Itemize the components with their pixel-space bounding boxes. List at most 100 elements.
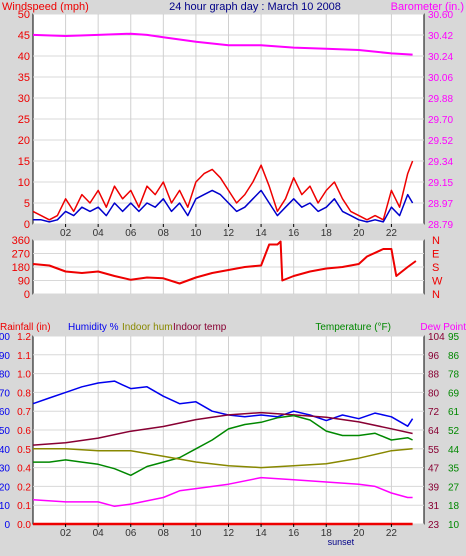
temp-tick-0: 10: [448, 520, 460, 531]
indoor-temp-tick-4: 55: [428, 445, 440, 456]
rain-tick-4: 0.5: [17, 445, 31, 456]
indoor-temp-tick-8: 88: [428, 370, 440, 381]
wind-xaxis-label-9: 20: [353, 228, 365, 239]
series-barometer: [32, 32, 413, 56]
wind-xaxis-label-2: 06: [125, 228, 137, 239]
compass-tick-1: W: [432, 276, 443, 288]
humidity-tick-3: 30: [0, 464, 10, 475]
rain-tick-5: 0.6: [17, 426, 31, 437]
humidity-tick-6: 60: [0, 407, 10, 418]
temp-xaxis-label-6: 14: [256, 528, 268, 539]
temp-tick-6: 61: [448, 407, 460, 418]
series-direction: [32, 240, 417, 285]
temp-tick-7: 69: [448, 388, 460, 399]
temp-tick-8: 78: [448, 370, 460, 381]
baro-tick-0: 28.79: [428, 220, 453, 231]
compass-tick-2: S: [432, 262, 439, 274]
baro-tick-3: 29.34: [428, 157, 453, 168]
baro-tick-1: 28.97: [428, 199, 453, 210]
humidity-tick-5: 50: [0, 426, 10, 437]
humidity-tick-2: 20: [0, 482, 10, 493]
legend-indoor-temp: Indoor temp: [173, 322, 227, 333]
wind-xaxis-label-0: 02: [60, 228, 72, 239]
temp-xaxis-label-4: 10: [190, 528, 202, 539]
wind-xaxis-label-3: 08: [158, 228, 170, 239]
indoor-temp-tick-1: 31: [428, 501, 440, 512]
indoor-temp-tick-10: 104: [428, 332, 445, 343]
baro-tick-10: 30.60: [428, 10, 453, 21]
temp-tick-4: 44: [448, 445, 460, 456]
wind-tick-0: 0: [24, 219, 30, 231]
temp-xaxis-label-7: 16: [288, 528, 300, 539]
rain-tick-7: 0.8: [17, 388, 31, 399]
windspeed-axis-title: Windspeed (mph): [2, 1, 89, 13]
wind-tick-3: 15: [18, 156, 30, 168]
wind-tick-7: 35: [18, 72, 30, 84]
wind-tick-9: 45: [18, 30, 30, 42]
wind-tick-5: 25: [18, 114, 30, 126]
temp-xaxis-sunset-label: sunset: [328, 537, 355, 547]
series-dew_point: [32, 476, 413, 508]
compass-tick-4: N: [432, 235, 440, 247]
baro-tick-7: 30.06: [428, 73, 453, 84]
compass-tick-3: E: [432, 249, 439, 261]
temp-xaxis-label-3: 08: [158, 528, 170, 539]
direction-tick-3: 270: [12, 249, 30, 261]
temp-xaxis-label-1: 04: [93, 528, 105, 539]
legend-humidity: Humidity %: [68, 322, 119, 333]
wind-xaxis-label-1: 04: [93, 228, 105, 239]
humidity-tick-9: 90: [0, 351, 10, 362]
series-wind_gust: [32, 160, 414, 221]
rain-tick-6: 0.7: [17, 407, 31, 418]
legend-indoor-humidity: Indoor hum: [122, 322, 173, 333]
temp-xaxis-label-0: 02: [60, 528, 72, 539]
direction-tick-2: 180: [12, 262, 30, 274]
series-indoor_humidity: [33, 448, 413, 469]
temp-tick-10: 95: [448, 332, 460, 343]
rain-tick-2: 0.2: [17, 482, 31, 493]
temp-xaxis-label-8: 18: [321, 528, 333, 539]
series-temperature: [33, 414, 413, 477]
wind-tick-6: 30: [18, 93, 30, 105]
barometer-axis-title: Barometer (in.): [391, 1, 464, 13]
baro-tick-4: 29.52: [428, 136, 453, 147]
indoor-temp-tick-6: 72: [428, 407, 440, 418]
humidity-tick-0: 0: [4, 520, 10, 531]
legend-rainfall: Rainfall (in): [0, 322, 51, 333]
rain-tick-10: 1.2: [17, 332, 31, 343]
direction-tick-0: 0: [24, 289, 30, 301]
wind-tick-8: 40: [18, 51, 30, 63]
temp-xaxis-label-2: 06: [125, 528, 137, 539]
indoor-temp-tick-5: 64: [428, 426, 440, 437]
temp-xaxis-label-5: 12: [223, 528, 235, 539]
legend-dew-point: Dew Point: [420, 322, 466, 333]
wind-xaxis-label-7: 16: [288, 228, 300, 239]
rain-tick-8: 1.0: [17, 370, 31, 381]
indoor-temp-tick-9: 96: [428, 351, 440, 362]
humidity-tick-7: 70: [0, 388, 10, 399]
baro-tick-5: 29.70: [428, 115, 453, 126]
baro-tick-9: 30.42: [428, 31, 453, 42]
wind-tick-10: 50: [18, 9, 30, 21]
humidity-tick-8: 80: [0, 370, 10, 381]
temp-tick-3: 35: [448, 464, 460, 475]
temp-tick-2: 27: [448, 482, 460, 493]
temp-tick-9: 86: [448, 351, 460, 362]
temp-tick-1: 18: [448, 501, 460, 512]
indoor-temp-tick-7: 80: [428, 388, 440, 399]
series-humidity: [32, 380, 414, 427]
baro-tick-8: 30.24: [428, 52, 453, 63]
temp-xaxis-label-10: 22: [386, 528, 398, 539]
humidity-tick-10: 100: [0, 332, 10, 343]
rain-tick-0: 0.0: [17, 520, 31, 531]
temp-tick-5: 52: [448, 426, 460, 437]
rain-tick-9: 1.1: [17, 351, 31, 362]
rain-tick-1: 0.1: [17, 501, 31, 512]
legend-temperature: Temperature (°F): [315, 322, 391, 333]
temp-xaxis-label-9: 20: [353, 528, 365, 539]
wind-xaxis-label-4: 10: [190, 228, 202, 239]
wind-tick-4: 20: [18, 135, 30, 147]
wind-xaxis-label-10: 22: [386, 228, 398, 239]
indoor-temp-tick-0: 23: [428, 520, 440, 531]
direction-tick-1: 90: [18, 276, 30, 288]
